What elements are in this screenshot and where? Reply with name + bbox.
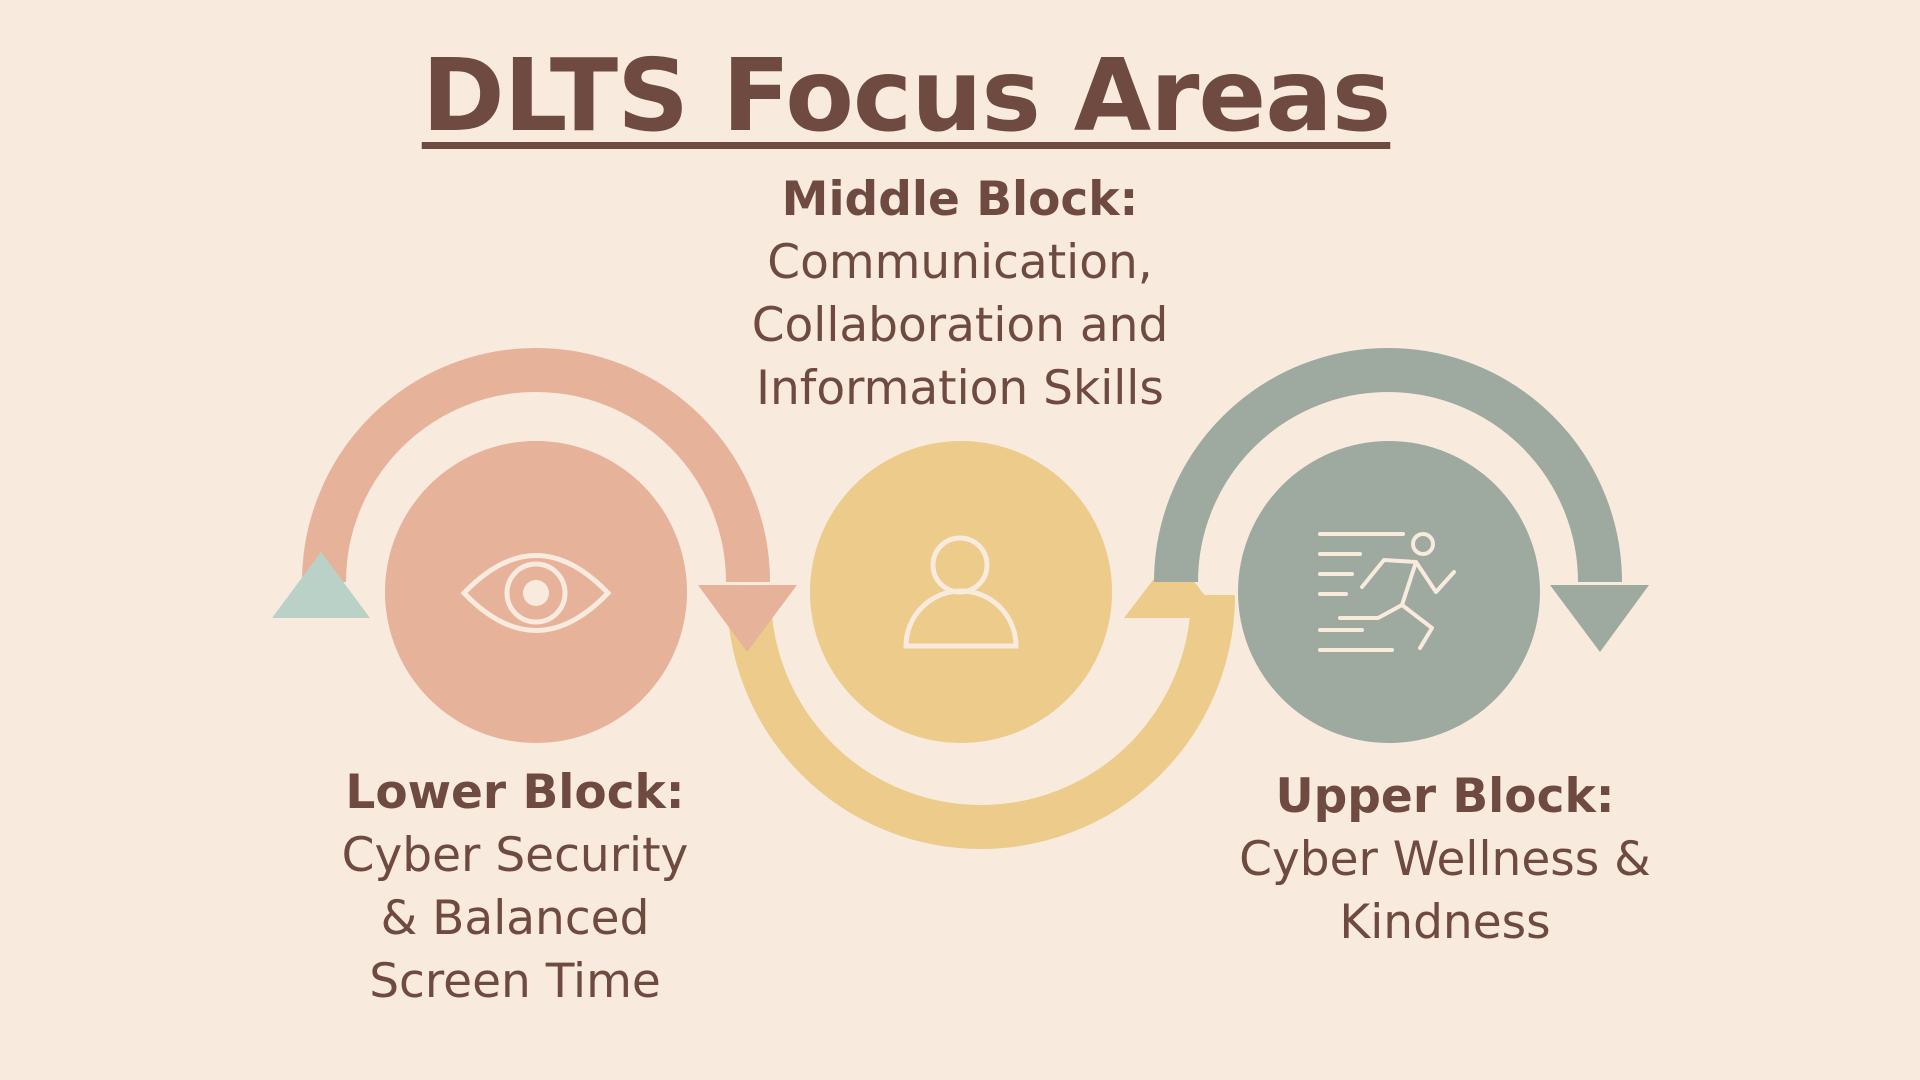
- yellow-arrowhead: [1124, 554, 1222, 618]
- upper-block-label: Upper Block: Cyber Wellness & Kindness: [1150, 765, 1740, 954]
- middle-block-description: Communication, Collaboration and Informa…: [751, 235, 1169, 416]
- lower-block-heading: Lower Block:: [345, 765, 685, 820]
- page-title: DLTS Focus Areas: [0, 36, 1812, 156]
- middle-block-heading: Middle Block:: [781, 172, 1139, 227]
- sage-arc: [1154, 348, 1622, 583]
- yellow-arc: [727, 594, 1235, 849]
- salmon-arrowhead: [698, 585, 797, 652]
- middle-block-label: Middle Block: Communication, Collaborati…: [660, 168, 1260, 420]
- person-icon: [903, 535, 1019, 649]
- upper-block-description: Cyber Wellness & Kindness: [1239, 832, 1651, 950]
- lower-block-description: Cyber Security & Balanced Screen Time: [341, 828, 689, 1009]
- eye-icon: [460, 553, 612, 633]
- page-title-text: DLTS Focus Areas: [421, 37, 1392, 154]
- lower-block-label: Lower Block: Cyber Security & Balanced S…: [265, 761, 765, 1013]
- running-person-icon: [1318, 532, 1456, 652]
- mint-triangle: [272, 552, 370, 618]
- salmon-arc: [302, 348, 770, 583]
- upper-block-heading: Upper Block:: [1275, 769, 1615, 824]
- upper-block-circle: [1238, 441, 1540, 743]
- sage-arrowhead: [1550, 585, 1649, 652]
